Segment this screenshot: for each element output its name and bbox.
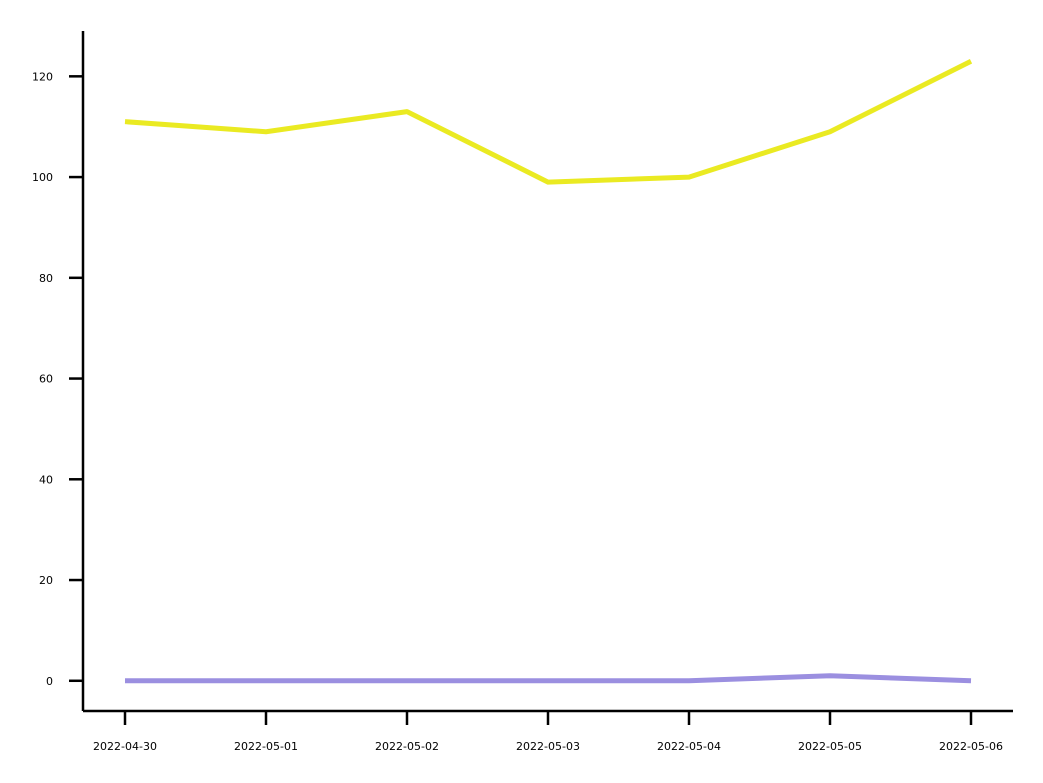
y-tick-label: 40 — [39, 473, 53, 486]
series-line-1 — [124, 58, 973, 185]
x-tick-label: 2022-05-01 — [234, 740, 298, 753]
y-tick-label: 100 — [32, 171, 53, 184]
series-layer — [124, 58, 973, 684]
y-tick-label: 80 — [39, 272, 53, 285]
x-tick-label: 2022-04-30 — [93, 740, 157, 753]
x-tick-label: 2022-05-03 — [516, 740, 580, 753]
x-tick-label: 2022-05-04 — [657, 740, 721, 753]
axes-layer — [81, 31, 1013, 713]
y-tick-label: 20 — [39, 574, 53, 587]
y-tick-label: 120 — [32, 70, 53, 83]
x-tick-label: 2022-05-06 — [939, 740, 1003, 753]
series-line-2 — [125, 673, 972, 684]
x-tick-label: 2022-05-02 — [375, 740, 439, 753]
y-tick-label: 0 — [46, 675, 53, 688]
x-ticks: 2022-04-30 2022-05-01 2022-05-02 2022-05-03… — [93, 711, 1003, 753]
y-ticks: 0 20 40 60 80 100 120 — [32, 70, 83, 688]
y-tick-label: 60 — [39, 373, 53, 386]
x-tick-label: 2022-05-05 — [798, 740, 862, 753]
